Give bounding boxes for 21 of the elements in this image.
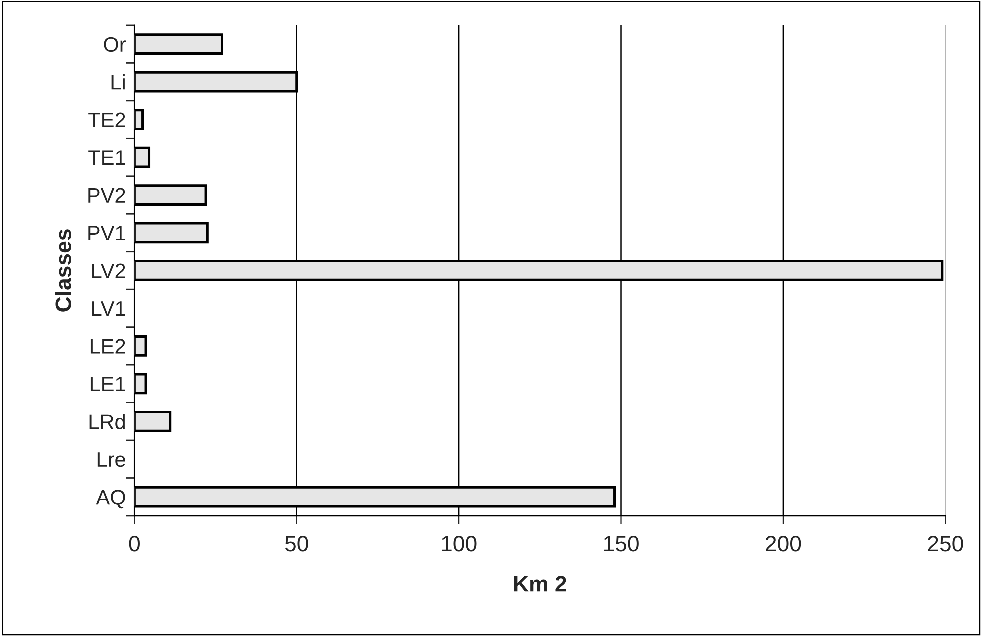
y-tick-label: Lre <box>98 452 126 468</box>
y-tick-label: AQ <box>96 490 126 509</box>
x-tick-label: 150 <box>604 536 639 552</box>
x-tick-label: 0 <box>129 536 140 552</box>
y-tick-label: LE1 <box>90 377 126 392</box>
y-axis-title: Classes <box>55 230 72 312</box>
x-tick-label: 250 <box>928 536 964 552</box>
y-tick-label: Li <box>112 74 125 90</box>
x-tick-label: 200 <box>766 536 802 552</box>
y-tick-label: PV2 <box>88 188 126 203</box>
y-tick-label: LRd <box>90 414 125 430</box>
y-tick-label: TE1 <box>88 150 126 166</box>
y-tick-label: LV2 <box>92 264 126 278</box>
x-axis-title: Km 2 <box>514 576 566 592</box>
y-tick-label: LV1 <box>92 302 126 316</box>
y-tick-label: Or <box>104 37 126 52</box>
y-tick-label: LE2 <box>90 339 126 354</box>
y-tick-label: TE2 <box>88 112 126 128</box>
x-tick-label: 50 <box>285 536 308 552</box>
y-tick-label: PV1 <box>88 226 126 241</box>
x-tick-label: 100 <box>442 536 477 552</box>
